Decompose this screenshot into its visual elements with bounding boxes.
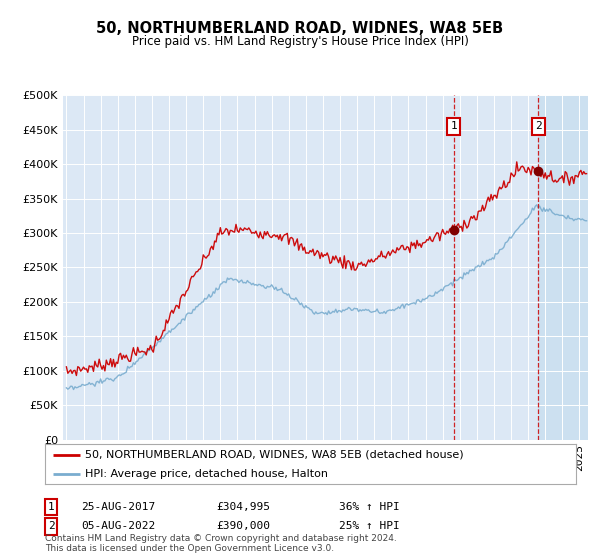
Text: 05-AUG-2022: 05-AUG-2022 bbox=[81, 521, 155, 531]
Text: Price paid vs. HM Land Registry's House Price Index (HPI): Price paid vs. HM Land Registry's House … bbox=[131, 35, 469, 48]
Text: 50, NORTHUMBERLAND ROAD, WIDNES, WA8 5EB: 50, NORTHUMBERLAND ROAD, WIDNES, WA8 5EB bbox=[97, 21, 503, 36]
Text: Contains HM Land Registry data © Crown copyright and database right 2024.
This d: Contains HM Land Registry data © Crown c… bbox=[45, 534, 397, 553]
Text: 25% ↑ HPI: 25% ↑ HPI bbox=[339, 521, 400, 531]
Text: 2: 2 bbox=[535, 121, 542, 131]
Text: 1: 1 bbox=[47, 502, 55, 512]
Text: 50, NORTHUMBERLAND ROAD, WIDNES, WA8 5EB (detached house): 50, NORTHUMBERLAND ROAD, WIDNES, WA8 5EB… bbox=[85, 450, 463, 460]
Text: HPI: Average price, detached house, Halton: HPI: Average price, detached house, Halt… bbox=[85, 469, 328, 479]
Text: £390,000: £390,000 bbox=[216, 521, 270, 531]
Text: £304,995: £304,995 bbox=[216, 502, 270, 512]
Text: 2: 2 bbox=[47, 521, 55, 531]
Bar bbox=[538, 95, 600, 440]
Text: 1: 1 bbox=[450, 121, 457, 131]
Text: 36% ↑ HPI: 36% ↑ HPI bbox=[339, 502, 400, 512]
Text: 25-AUG-2017: 25-AUG-2017 bbox=[81, 502, 155, 512]
